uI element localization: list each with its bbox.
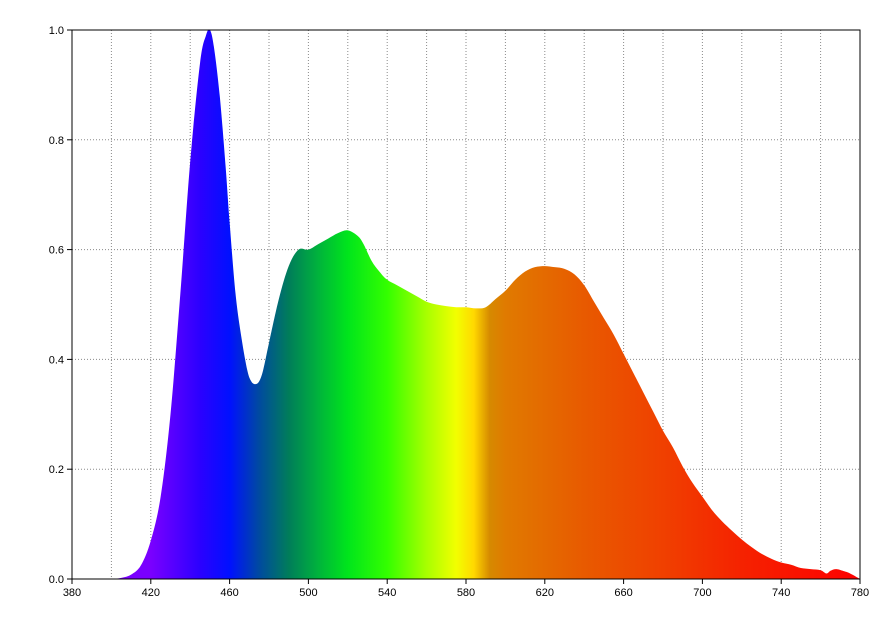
x-tick-label: 780 — [851, 587, 869, 599]
x-tick-label: 540 — [378, 587, 396, 599]
x-tick-label: 740 — [772, 587, 790, 599]
spectrum-area — [111, 29, 860, 580]
y-tick-label: 0.2 — [49, 464, 64, 476]
y-axis-ticks: 0.0 0.2 0.4 0.6 0.8 1.0 — [49, 25, 72, 586]
y-tick-label: 1.0 — [49, 25, 64, 37]
x-tick-label: 460 — [220, 587, 238, 599]
y-tick-label: 0.0 — [49, 574, 64, 586]
x-axis-ticks: 380 420 460 500 540 580 620 660 700 740 780 — [63, 579, 869, 599]
x-tick-label: 620 — [536, 587, 554, 599]
y-tick-label: 0.4 — [49, 354, 64, 366]
x-tick-label: 660 — [614, 587, 632, 599]
y-tick-label: 0.8 — [49, 135, 64, 147]
x-tick-label: 420 — [142, 587, 160, 599]
x-tick-label: 700 — [693, 587, 711, 599]
x-tick-label: 580 — [457, 587, 475, 599]
x-tick-label: 500 — [299, 587, 317, 599]
y-tick-label: 0.6 — [49, 245, 64, 257]
x-tick-label: 380 — [63, 587, 81, 599]
